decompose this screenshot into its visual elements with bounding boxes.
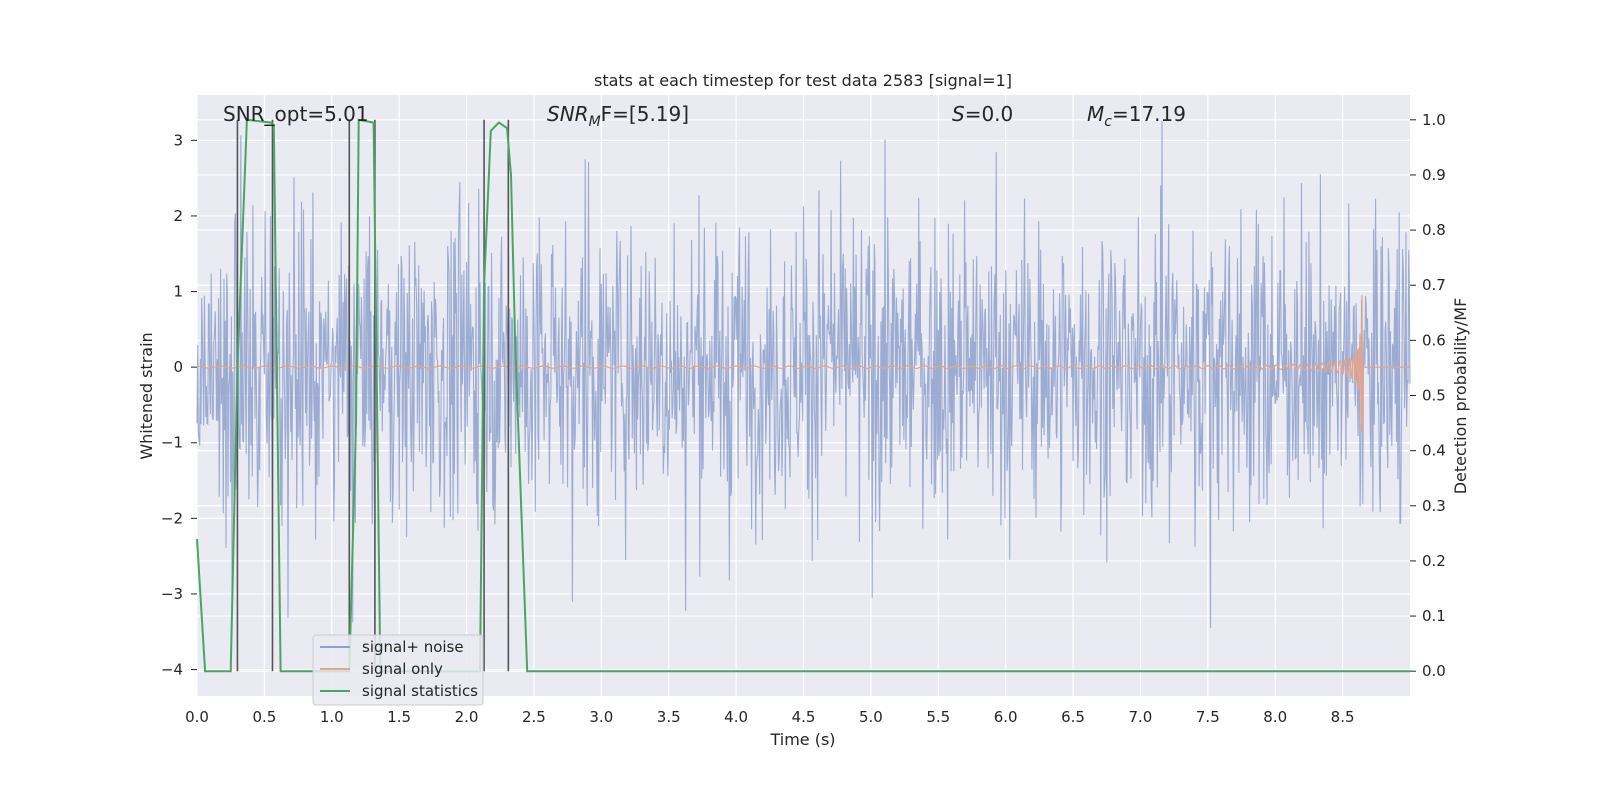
- signal-statistics-line: [196, 118, 1410, 673]
- y-left-tick-label: −3: [161, 585, 183, 603]
- y-left-tick-label: 2: [173, 207, 183, 225]
- y-left-tick-label: 0: [173, 358, 183, 376]
- y-left-axis-label: Whitened strain: [137, 332, 156, 459]
- y-right-tick-label: 0.4: [1422, 442, 1446, 460]
- x-axis-label: Time (s): [769, 730, 835, 749]
- x-tick-label: 6.0: [994, 708, 1018, 726]
- x-tick-label: 0.5: [252, 708, 276, 726]
- annotation-mc-subscript: c: [1104, 114, 1112, 130]
- x-tick-label: 3.0: [589, 708, 613, 726]
- legend-label-stats: signal statistics: [362, 682, 478, 700]
- x-tick-label: 4.0: [724, 708, 748, 726]
- annotation-s: S=0.0: [952, 102, 1013, 126]
- annotation-mc-symbol: M: [1087, 102, 1104, 126]
- x-tick-label: 2.5: [522, 708, 546, 726]
- annotation-snr-mf: SNRMF=[5.19]: [547, 102, 689, 130]
- y-left-tick-label: −4: [161, 661, 183, 679]
- x-tick-label: 5.5: [926, 708, 950, 726]
- y-left-tick-label: 3: [173, 131, 183, 149]
- x-tick-label: 7.5: [1196, 708, 1220, 726]
- y-right-tick-label: 0.5: [1422, 387, 1446, 405]
- x-tick-label: 0.0: [185, 708, 209, 726]
- y-right-tick-label: 0.0: [1422, 662, 1446, 680]
- x-tick-label: 6.5: [1061, 708, 1085, 726]
- annotation-mc-value: =17.19: [1112, 102, 1186, 126]
- y-right-tick-label: 0.8: [1422, 221, 1446, 239]
- signal-noise-line: [196, 120, 1411, 629]
- y-right-tick-label: 1.0: [1422, 111, 1446, 129]
- y-right-tick-label: 0.2: [1422, 552, 1446, 570]
- x-tick-label: 3.5: [657, 708, 681, 726]
- x-tick-label: 2.0: [455, 708, 479, 726]
- x-tick-label: 4.5: [792, 708, 816, 726]
- annotation-mc: Mc=17.19: [1087, 102, 1186, 130]
- y-right-tick-label: 0.9: [1422, 166, 1446, 184]
- x-axis-ticks: 0.0 0.5 1.0 1.5 2.0 2.5 3.0 3.5 4.0 4.5 5.0 5.5 6.0 6…: [185, 708, 1354, 726]
- annotation-s-value: =0.0: [965, 102, 1014, 126]
- x-tick-label: 1.0: [320, 708, 344, 726]
- annotation-s-symbol: S: [952, 102, 965, 126]
- y-left-axis-ticks: 3 2 1 0 −1 −2 −3 −4: [161, 131, 197, 679]
- annotation-snr-opt: SNR_opt=5.01: [223, 102, 369, 126]
- legend-box: [312, 634, 484, 706]
- annotation-snr-mf-subscript: M: [589, 114, 601, 130]
- x-tick-label: 8.0: [1263, 708, 1287, 726]
- signal-noise-series: [196, 120, 1411, 629]
- x-tick-label: 1.5: [387, 708, 411, 726]
- y-right-tick-label: 0.1: [1422, 607, 1446, 625]
- y-right-axis-ticks: 1.0 0.9 0.8 0.7 0.6 0.5 0.4 0.3 0.2 0.1 0.0: [1410, 111, 1446, 680]
- y-right-tick-label: 0.6: [1422, 331, 1446, 349]
- x-tick-label: 5.0: [859, 708, 883, 726]
- legend-label-noise: signal+ noise: [362, 638, 464, 656]
- legend: signal+ noise signal only signal statist…: [312, 634, 484, 706]
- y-right-tick-label: 0.7: [1422, 276, 1446, 294]
- legend-label-signal: signal only: [362, 660, 443, 678]
- annotation-snr-mf-value: F=[5.19]: [601, 102, 689, 126]
- y-left-tick-label: −2: [161, 509, 183, 527]
- y-right-axis-label: Detection probability/MF: [1451, 298, 1470, 495]
- chart-title: stats at each timestep for test data 258…: [594, 71, 1012, 90]
- x-tick-label: 8.5: [1331, 708, 1355, 726]
- signal-statistics-series: [196, 118, 1410, 673]
- x-tick-label: 7.0: [1129, 708, 1153, 726]
- annotation-snr-mf-symbol: SNR: [547, 102, 589, 126]
- y-left-tick-label: 1: [173, 283, 183, 301]
- y-left-tick-label: −1: [161, 434, 183, 452]
- signal-only-series: [196, 295, 1410, 432]
- signal-only-line: [196, 295, 1410, 432]
- y-right-tick-label: 0.3: [1422, 497, 1446, 515]
